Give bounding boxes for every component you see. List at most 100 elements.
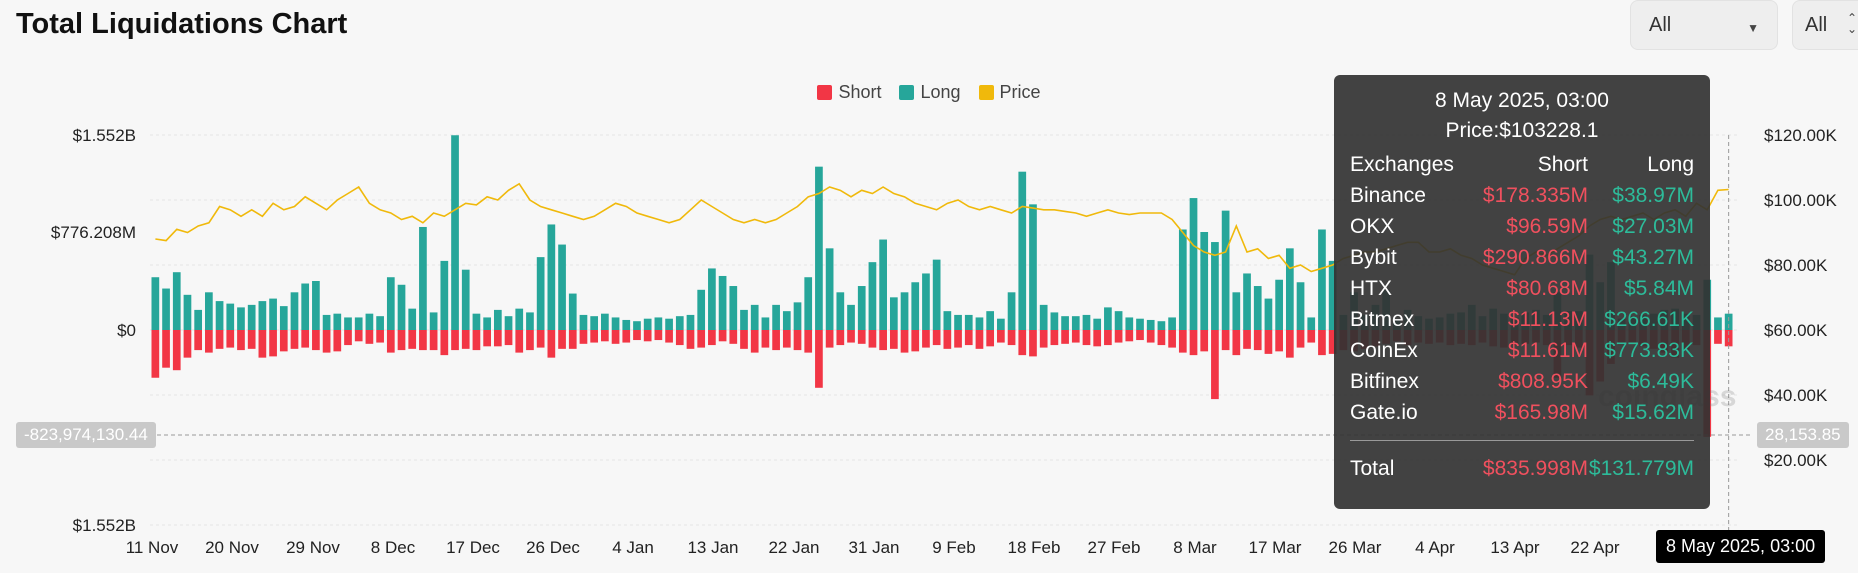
long-bar bbox=[451, 135, 459, 330]
short-bar bbox=[215, 330, 224, 349]
short-bar bbox=[932, 330, 941, 346]
long-bar bbox=[354, 317, 363, 330]
short-bar bbox=[825, 330, 834, 348]
legend-swatch-short bbox=[817, 85, 833, 100]
chart-tooltip: 8 May 2025, 03:00 Price:$103228.1 Exchan… bbox=[1334, 75, 1710, 509]
short-bar bbox=[1200, 330, 1209, 352]
short-bar bbox=[879, 330, 887, 351]
short-bar bbox=[601, 330, 609, 342]
short-bar bbox=[1136, 330, 1144, 341]
long-bar bbox=[900, 292, 909, 330]
short-bar bbox=[408, 330, 417, 349]
long-bar bbox=[290, 292, 299, 330]
long-bar bbox=[911, 282, 920, 330]
long-bar bbox=[1307, 317, 1316, 330]
long-bar bbox=[1714, 317, 1722, 330]
short-bar bbox=[740, 330, 748, 349]
short-bar bbox=[761, 330, 770, 348]
tooltip-row: OKX $96.59M $27.03M bbox=[1350, 211, 1694, 242]
short-bar bbox=[1318, 330, 1326, 356]
short-bar bbox=[1104, 330, 1112, 346]
tooltip-short-value: $80.68M bbox=[1506, 276, 1588, 300]
tooltip-header-row: Exchanges Short Long bbox=[1350, 149, 1694, 180]
long-bar bbox=[558, 244, 566, 330]
right-axis-tick-label: $120.00K bbox=[1764, 126, 1837, 145]
short-bar bbox=[1211, 330, 1219, 400]
x-axis-tick-label: 13 Jan bbox=[687, 538, 738, 557]
long-bar bbox=[708, 268, 716, 330]
long-bar bbox=[1318, 229, 1326, 330]
tooltip-short-value: $808.95K bbox=[1498, 369, 1588, 393]
short-bar bbox=[333, 330, 342, 352]
long-bar bbox=[322, 314, 331, 330]
tooltip-price: Price:$103228.1 bbox=[1445, 119, 1599, 142]
short-bar bbox=[354, 330, 363, 342]
long-bar bbox=[1243, 273, 1251, 330]
tooltip-row: Bitfinex $808.95K $6.49K bbox=[1350, 366, 1694, 397]
short-bar bbox=[504, 330, 513, 346]
long-bar bbox=[686, 314, 695, 330]
short-bar bbox=[440, 330, 449, 356]
short-bar bbox=[804, 330, 813, 353]
short-bar bbox=[1275, 330, 1283, 352]
caret-down-icon: ▼ bbox=[1747, 21, 1759, 35]
short-bar bbox=[1082, 330, 1091, 346]
long-bar bbox=[547, 224, 556, 330]
tooltip-short-value: $11.13M bbox=[1507, 307, 1588, 331]
short-bar bbox=[237, 330, 245, 351]
long-bar bbox=[172, 272, 181, 330]
short-bar bbox=[675, 330, 684, 346]
legend-item-short[interactable]: Short bbox=[817, 82, 881, 103]
tooltip-exchange: Bitfinex bbox=[1350, 369, 1419, 393]
long-bar bbox=[301, 283, 310, 330]
short-bar bbox=[205, 330, 213, 353]
tooltip-row: Binance $178.335M $38.97M bbox=[1350, 180, 1694, 211]
long-bar bbox=[793, 302, 802, 330]
short-bar bbox=[708, 330, 716, 346]
long-bar bbox=[750, 304, 759, 330]
short-bar bbox=[386, 330, 395, 353]
long-bar bbox=[997, 318, 1005, 330]
right-axis-tick-label: $100.00K bbox=[1764, 191, 1837, 210]
long-bar bbox=[1157, 321, 1166, 330]
short-bar bbox=[397, 330, 406, 351]
legend-item-long[interactable]: Long bbox=[899, 82, 961, 103]
long-bar bbox=[472, 313, 481, 330]
symbol-select[interactable]: All ⌃ ⌄ bbox=[1792, 0, 1858, 50]
long-bar bbox=[1050, 312, 1059, 330]
x-axis-tick-label: 17 Mar bbox=[1249, 538, 1302, 557]
short-bar bbox=[1007, 330, 1016, 346]
short-bar bbox=[312, 330, 320, 351]
long-bar bbox=[215, 301, 224, 330]
short-bar bbox=[1253, 330, 1262, 351]
x-axis-tick-label: 27 Feb bbox=[1088, 538, 1141, 557]
left-axis-tick-label: $1.552B bbox=[73, 126, 136, 145]
short-bar bbox=[1071, 330, 1080, 343]
short-bar bbox=[697, 330, 706, 348]
tooltip-exchange: HTX bbox=[1350, 276, 1392, 300]
short-bar bbox=[750, 330, 759, 353]
short-bar bbox=[151, 330, 160, 378]
long-bar bbox=[440, 260, 449, 330]
short-bar bbox=[183, 330, 192, 358]
x-axis-tick-label: 4 Apr bbox=[1415, 538, 1455, 557]
short-bar bbox=[1307, 330, 1316, 343]
long-bar bbox=[804, 277, 813, 330]
short-bar bbox=[643, 330, 652, 342]
short-bar bbox=[419, 330, 427, 351]
tooltip-header-long: Long bbox=[1647, 152, 1694, 176]
long-bar bbox=[1221, 210, 1230, 330]
long-bar bbox=[1296, 282, 1305, 330]
x-axis-tick-label: 17 Dec bbox=[446, 538, 500, 557]
long-bar bbox=[526, 312, 534, 330]
long-bar bbox=[1285, 248, 1294, 330]
tooltip-row: Gate.io $165.98M $15.62M bbox=[1350, 397, 1694, 428]
legend-item-price[interactable]: Price bbox=[978, 82, 1041, 103]
short-bar bbox=[1093, 330, 1102, 347]
long-bar bbox=[590, 316, 599, 330]
short-bar bbox=[964, 330, 973, 346]
exchange-select[interactable]: All ▼ bbox=[1630, 0, 1778, 50]
short-bar bbox=[997, 330, 1005, 343]
long-bar bbox=[643, 318, 652, 330]
